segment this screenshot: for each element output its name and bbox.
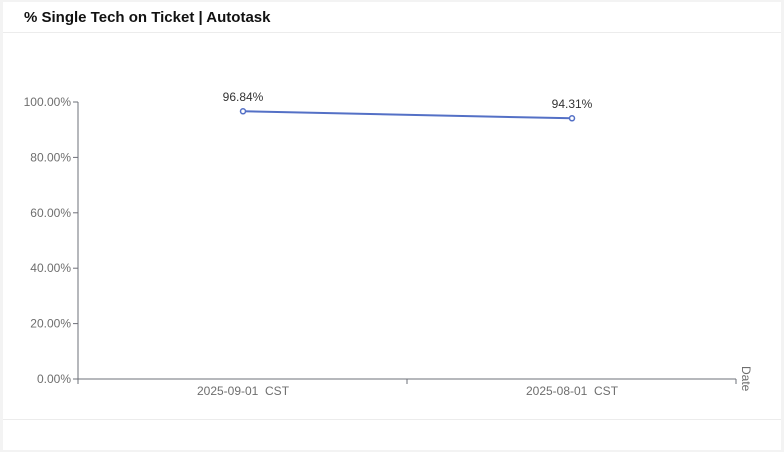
chart-card: % Single Tech on Ticket | Autotask xyxy=(3,2,781,450)
data-label: 96.84% xyxy=(223,90,264,104)
series-line xyxy=(242,110,573,120)
x-ticks xyxy=(77,379,737,384)
chart-title: % Single Tech on Ticket | Autotask xyxy=(24,9,271,26)
x-tick-labels: 2025-09-01 CST 2025-08-01 CST xyxy=(197,384,619,398)
y-tick-labels: 100.00% 80.00% 60.00% 40.00% 20.00% 0.00… xyxy=(24,95,72,386)
y-ticks xyxy=(73,101,78,380)
y-tick-label: 80.00% xyxy=(30,150,71,164)
x-tick-label: 2025-08-01 CST xyxy=(526,384,619,398)
card-header: % Single Tech on Ticket | Autotask xyxy=(3,2,781,33)
y-tick-label: 40.00% xyxy=(30,261,71,275)
x-axis-name: Date xyxy=(739,366,753,392)
y-tick-label: 60.00% xyxy=(30,206,71,220)
data-point[interactable] xyxy=(568,115,576,122)
y-tick-label: 100.00% xyxy=(24,95,72,109)
x-tick-label: 2025-09-01 CST xyxy=(197,384,290,398)
footer-divider xyxy=(3,419,781,420)
y-tick-label: 0.00% xyxy=(37,372,71,386)
y-tick-label: 20.00% xyxy=(30,317,71,331)
data-point[interactable] xyxy=(239,108,247,115)
data-label: 94.31% xyxy=(552,97,593,111)
